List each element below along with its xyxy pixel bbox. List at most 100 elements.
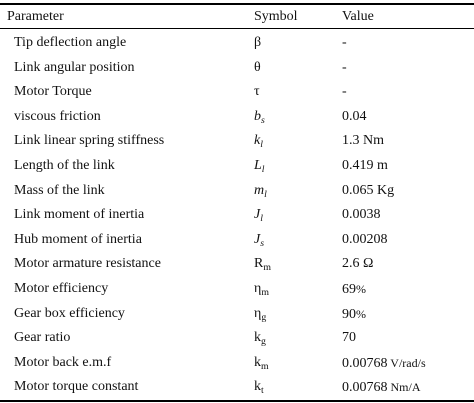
header-parameter: Parameter [7, 9, 64, 24]
symbol-cell: ml [254, 179, 267, 204]
value-cell: 0.00208 [342, 228, 388, 253]
table-top-rule [0, 3, 474, 5]
parameter-cell: Motor Torque [14, 84, 92, 100]
parameter-cell: Mass of the link [14, 182, 105, 198]
table-row: viscous friction bs 0.04 [0, 105, 474, 130]
table-body: Tip deflection angle β - Link angular posit… [0, 31, 474, 400]
symbol-main: L [254, 157, 262, 173]
value-number: 69 [342, 281, 356, 297]
symbol-main: m [254, 182, 265, 198]
symbol-main: J [254, 207, 261, 223]
symbol-cell: Jl [254, 203, 263, 228]
value-number: 90 [342, 306, 356, 322]
value-number: 1.3 Nm [342, 133, 384, 149]
value-cell: 70 [342, 326, 356, 351]
parameter-cell: Link angular position [14, 59, 135, 75]
table-row: Tip deflection angle β - [0, 31, 474, 56]
table-row: Motor armature resistance Rm 2.6 Ω [0, 252, 474, 277]
value-cell: 0.065 Kg [342, 179, 394, 204]
parameter-cell: Link linear spring stiffness [14, 133, 165, 149]
value-number: 0.419 m [342, 157, 388, 173]
value-number: 0.0038 [342, 207, 381, 223]
symbol-main: θ [254, 59, 261, 75]
value-number: 0.00208 [342, 231, 388, 247]
parameter-cell: Hub moment of inertia [14, 231, 142, 247]
value-number: 70 [342, 330, 356, 346]
value-cell: - [342, 80, 347, 105]
table-row: Gear ratio kg 70 [0, 326, 474, 351]
value-number: 0.04 [342, 108, 367, 124]
parameter-cell: Motor armature resistance [14, 256, 161, 272]
symbol-main: η [254, 280, 262, 296]
parameter-cell: Motor efficiency [14, 280, 109, 296]
value-cell: 2.6 Ω [342, 252, 373, 277]
symbol-cell: ηg [254, 302, 266, 327]
table-row: Link moment of inertia Jl 0.0038 [0, 203, 474, 228]
symbol-cell: θ [254, 56, 261, 81]
value-cell: 1.3 Nm [342, 129, 384, 154]
table-row: Gear box efficiency ηg 90% [0, 302, 474, 327]
symbol-cell: Rm [254, 252, 271, 277]
symbol-subscript: s [260, 237, 265, 249]
parameter-cell: Gear box efficiency [14, 305, 125, 321]
symbol-subscript: g [261, 336, 266, 348]
table-row: Mass of the link ml 0.065 Kg [0, 179, 474, 204]
symbol-main: k [254, 330, 261, 346]
symbol-cell: Ll [254, 154, 265, 179]
table-row: Link linear spring stiffness kl 1.3 Nm [0, 129, 474, 154]
table-row: Motor efficiency ηm 69% [0, 277, 474, 302]
parameter-cell: Length of the link [14, 157, 115, 173]
header-symbol: Symbol [254, 9, 298, 24]
symbol-subscript: t [261, 385, 264, 397]
table-header-rule [0, 28, 474, 29]
parameter-cell: viscous friction [14, 108, 101, 124]
table-row: Motor torque constant kt 0.00768 Nm/A [0, 375, 474, 400]
value-unit: % [356, 281, 366, 296]
value-number: - [342, 59, 347, 75]
symbol-subscript: l [264, 188, 267, 200]
value-cell: 0.419 m [342, 154, 388, 179]
symbol-subscript: m [263, 262, 271, 274]
symbol-main: R [254, 256, 264, 272]
value-cell: 0.00768 Nm/A [342, 375, 421, 401]
value-number: 0.065 Kg [342, 182, 395, 198]
symbol-main: k [254, 379, 261, 395]
symbol-main: τ [254, 84, 260, 100]
symbol-main: η [254, 305, 262, 321]
symbol-main: β [254, 35, 262, 50]
symbol-main: J [254, 231, 261, 247]
parameter-cell: Gear ratio [14, 330, 71, 346]
symbol-cell: τ [254, 80, 260, 105]
symbol-main: b [254, 108, 261, 124]
table-row: Hub moment of inertia Js 0.00208 [0, 228, 474, 253]
parameter-cell: Motor torque constant [14, 379, 139, 395]
value-number: 2.6 Ω [342, 256, 374, 272]
value-number: 0.00768 [342, 355, 388, 371]
value-cell: 69% [342, 277, 366, 303]
table-row: Motor Torque τ - [0, 80, 474, 105]
symbol-cell: Js [254, 228, 264, 253]
value-number: - [342, 35, 347, 50]
symbol-main: k [254, 133, 261, 149]
symbol-subscript: l [261, 163, 265, 175]
symbol-cell: km [254, 351, 269, 376]
value-number: - [342, 84, 347, 100]
symbol-cell: kl [254, 129, 263, 154]
parameter-cell: Link moment of inertia [14, 207, 145, 223]
symbol-subscript: l [260, 213, 263, 225]
table-row: Link angular position θ - [0, 56, 474, 81]
value-unit: V/rad/s [387, 355, 426, 370]
symbol-cell: kg [254, 326, 266, 351]
symbol-main: k [254, 354, 261, 370]
symbol-subscript: m [261, 360, 269, 372]
value-cell: 0.0038 [342, 203, 381, 228]
value-cell: 0.04 [342, 105, 367, 130]
value-cell: - [342, 31, 347, 56]
symbol-cell: kt [254, 375, 264, 400]
symbol-subscript: l [260, 139, 263, 151]
symbol-subscript: g [261, 311, 267, 323]
table-row: Length of the link Ll 0.419 m [0, 154, 474, 179]
value-unit: Nm/A [387, 380, 421, 395]
value-cell: 0.00768 V/rad/s [342, 351, 426, 377]
